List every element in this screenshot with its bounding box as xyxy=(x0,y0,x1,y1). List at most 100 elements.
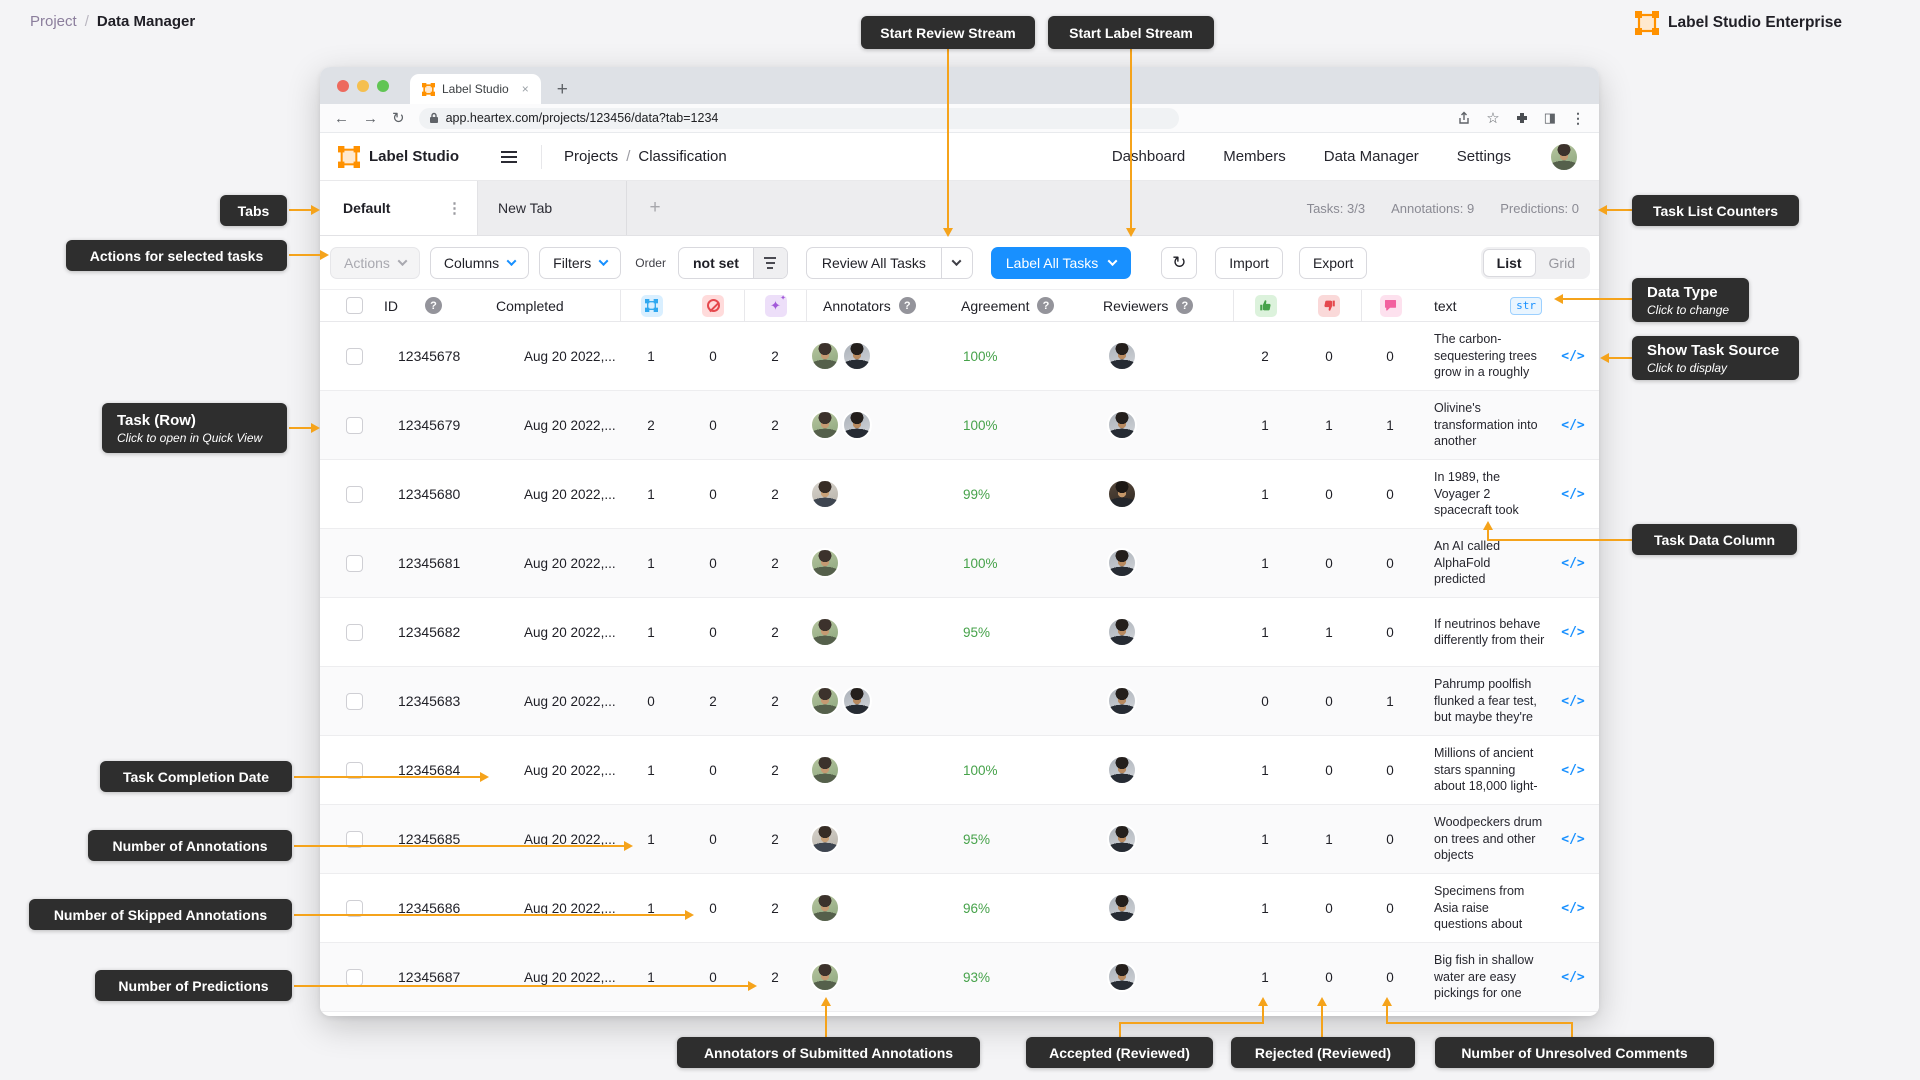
browser-menu-icon[interactable]: ⋮ xyxy=(1571,109,1585,126)
back-icon[interactable]: ← xyxy=(334,109,349,127)
row-checkbox[interactable] xyxy=(345,830,363,848)
bookmark-star-icon[interactable]: ☆ xyxy=(1486,110,1500,127)
reload-icon[interactable]: ↻ xyxy=(392,109,405,127)
task-source-icon[interactable]: </> xyxy=(1561,969,1585,985)
help-icon[interactable]: ? xyxy=(898,297,916,314)
reviewers-avatars xyxy=(1091,893,1233,923)
review-all-tasks-button[interactable]: Review All Tasks xyxy=(805,246,973,279)
select-all-checkbox[interactable] xyxy=(345,297,363,314)
task-row[interactable]: 12345678 Aug 20 2022,... 1 0 2 100% 2 0 … xyxy=(320,322,1599,391)
sort-direction-icon[interactable] xyxy=(752,247,787,278)
task-row[interactable]: 12345682 Aug 20 2022,... 1 0 2 95% 1 1 0… xyxy=(320,598,1599,667)
add-tab-button[interactable]: + xyxy=(649,197,661,218)
side-panel-icon[interactable]: ◨ xyxy=(1543,110,1556,125)
tab-menu-kebab-icon[interactable]: ⋮ xyxy=(447,200,463,217)
minimize-window-button[interactable] xyxy=(357,80,369,92)
row-checkbox[interactable] xyxy=(345,761,363,779)
col-reviewers[interactable]: Reviewers xyxy=(1103,297,1169,314)
row-checkbox[interactable] xyxy=(345,968,363,986)
task-source-icon[interactable]: </> xyxy=(1561,486,1585,502)
nav-dashboard[interactable]: Dashboard xyxy=(1111,148,1186,165)
forward-icon[interactable]: → xyxy=(363,109,378,127)
extensions-icon[interactable] xyxy=(1515,111,1529,125)
window-controls[interactable] xyxy=(337,80,389,92)
browser-tab[interactable]: Label Studio × xyxy=(410,74,541,104)
row-checkbox[interactable] xyxy=(345,623,363,641)
col-completed[interactable]: Completed xyxy=(496,297,564,314)
row-checkbox[interactable] xyxy=(345,692,363,710)
share-icon[interactable] xyxy=(1457,111,1471,125)
skipped-count: 0 xyxy=(709,969,717,985)
address-bar[interactable]: app.heartex.com/projects/123456/data?tab… xyxy=(418,107,1179,129)
col-text[interactable]: text xyxy=(1434,297,1457,314)
task-id: 12345686 xyxy=(398,900,461,916)
maximize-window-button[interactable] xyxy=(377,80,389,92)
help-icon[interactable]: ? xyxy=(425,297,442,314)
task-source-icon[interactable]: </> xyxy=(1561,693,1585,709)
row-checkbox[interactable] xyxy=(345,416,363,434)
arrow-task-row xyxy=(289,427,311,429)
close-tab-icon[interactable]: × xyxy=(521,82,529,96)
row-checkbox[interactable] xyxy=(345,899,363,917)
col-agreement[interactable]: Agreement xyxy=(961,297,1030,314)
callout-start-review-stream: Start Review Stream xyxy=(861,16,1035,49)
rejected-reviews-icon[interactable] xyxy=(1318,294,1340,317)
task-source-icon[interactable]: </> xyxy=(1561,831,1585,847)
task-row[interactable]: 12345679 Aug 20 2022,... 2 0 2 100% 1 1 … xyxy=(320,391,1599,460)
task-source-icon[interactable]: </> xyxy=(1561,900,1585,916)
menu-hamburger-icon[interactable] xyxy=(501,150,517,163)
skipped-annotations-icon[interactable] xyxy=(702,294,724,317)
task-row[interactable]: 12345681 Aug 20 2022,... 1 0 2 100% 1 0 … xyxy=(320,529,1599,598)
list-view-button[interactable]: List xyxy=(1482,248,1536,277)
tab-new-tab[interactable]: New Tab xyxy=(478,181,627,235)
import-button[interactable]: Import xyxy=(1215,246,1283,279)
help-icon[interactable]: ? xyxy=(1037,297,1055,314)
task-source-icon[interactable]: </> xyxy=(1561,555,1585,571)
avatar xyxy=(810,479,840,509)
row-checkbox[interactable] xyxy=(345,485,363,503)
app-logo-icon[interactable] xyxy=(338,145,360,168)
task-row[interactable]: 12345686 Aug 20 2022,... 1 0 2 96% 1 0 0… xyxy=(320,874,1599,943)
row-checkbox[interactable] xyxy=(345,554,363,572)
task-source-icon[interactable]: </> xyxy=(1561,417,1585,433)
crumb-projects[interactable]: Projects xyxy=(564,148,619,165)
user-avatar[interactable] xyxy=(1549,141,1579,172)
help-icon[interactable]: ? xyxy=(1176,297,1194,314)
grid-view-button[interactable]: Grid xyxy=(1548,254,1575,271)
predictions-count: 2 xyxy=(771,486,779,502)
task-row[interactable]: 12345683 Aug 20 2022,... 0 2 2 0 0 1 Pah… xyxy=(320,667,1599,736)
comments-icon[interactable] xyxy=(1379,294,1402,317)
task-source-icon[interactable]: </> xyxy=(1561,762,1585,778)
arrow-completion-date xyxy=(294,776,480,778)
nav-settings[interactable]: Settings xyxy=(1456,148,1511,165)
col-id[interactable]: ID xyxy=(384,297,398,314)
row-checkbox[interactable] xyxy=(345,347,363,365)
actions-button[interactable]: Actions xyxy=(330,246,420,279)
annotations-count-icon[interactable] xyxy=(640,294,663,317)
close-window-button[interactable] xyxy=(337,80,349,92)
order-control[interactable]: not set xyxy=(677,246,788,279)
task-row[interactable]: 12345684 Aug 20 2022,... 1 0 2 100% 1 0 … xyxy=(320,736,1599,805)
label-all-tasks-button[interactable]: Label All Tasks xyxy=(990,246,1132,279)
breadcrumb-project[interactable]: Project xyxy=(30,13,77,30)
task-id: 12345681 xyxy=(398,555,461,571)
task-row[interactable]: 12345687 Aug 20 2022,... 1 0 2 93% 1 0 0… xyxy=(320,943,1599,1012)
task-row[interactable]: 12345680 Aug 20 2022,... 1 0 2 99% 1 0 0… xyxy=(320,460,1599,529)
new-browser-tab-button[interactable]: + xyxy=(556,79,568,100)
filters-button[interactable]: Filters xyxy=(539,246,622,279)
chevron-down-icon xyxy=(598,256,609,267)
nav-data-manager[interactable]: Data Manager xyxy=(1323,148,1419,165)
review-dropdown[interactable] xyxy=(940,247,972,278)
accepted-reviews-icon[interactable] xyxy=(1254,294,1277,317)
export-button[interactable]: Export xyxy=(1298,246,1368,279)
task-source-icon[interactable]: </> xyxy=(1561,624,1585,640)
predictions-icon[interactable]: ✦ xyxy=(764,294,787,317)
nav-members[interactable]: Members xyxy=(1223,148,1286,165)
col-annotators[interactable]: Annotators xyxy=(823,297,891,314)
data-type-badge[interactable]: str xyxy=(1510,296,1542,315)
task-row[interactable]: 12345685 Aug 20 2022,... 1 0 2 95% 1 1 0… xyxy=(320,805,1599,874)
task-source-icon[interactable]: </> xyxy=(1561,348,1585,364)
columns-button[interactable]: Columns xyxy=(429,246,530,279)
refresh-button[interactable]: ↻ xyxy=(1161,246,1198,279)
tab-default[interactable]: Default ⋮ xyxy=(320,181,478,235)
